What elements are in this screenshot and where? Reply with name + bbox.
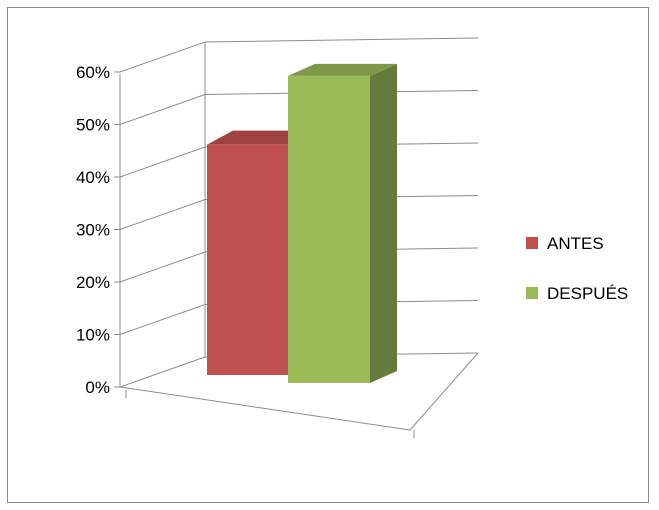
bar-top-face — [207, 130, 314, 145]
gridline — [119, 37, 479, 73]
bar-después — [288, 63, 397, 383]
legend-swatch — [526, 237, 538, 249]
legend-swatch — [526, 287, 538, 299]
y-tick-label: 0% — [85, 378, 110, 397]
floor-front-edge — [119, 386, 411, 431]
y-axis: 0% 10% 20% 30% 40% 50% 60% — [76, 63, 415, 438]
y-tick-label: 10% — [76, 326, 110, 345]
legend-item: DESPUÉS — [526, 284, 628, 303]
legend-item: ANTES — [526, 234, 604, 253]
legend: ANTES DESPUÉS — [526, 234, 628, 303]
bar-front-face — [288, 75, 370, 383]
y-tick-label: 30% — [76, 221, 110, 240]
y-tick-label: 50% — [76, 116, 110, 135]
y-tick-label: 40% — [76, 168, 110, 187]
bar-front-face — [207, 144, 288, 375]
y-tick-label: 20% — [76, 273, 110, 292]
floor-right-edge — [409, 352, 479, 431]
y-tick-label: 60% — [76, 63, 110, 82]
bars — [207, 63, 397, 383]
legend-label: DESPUÉS — [547, 284, 628, 303]
legend-label: ANTES — [547, 234, 604, 253]
bar-top-face — [288, 63, 397, 76]
bar-side-face — [370, 63, 397, 383]
